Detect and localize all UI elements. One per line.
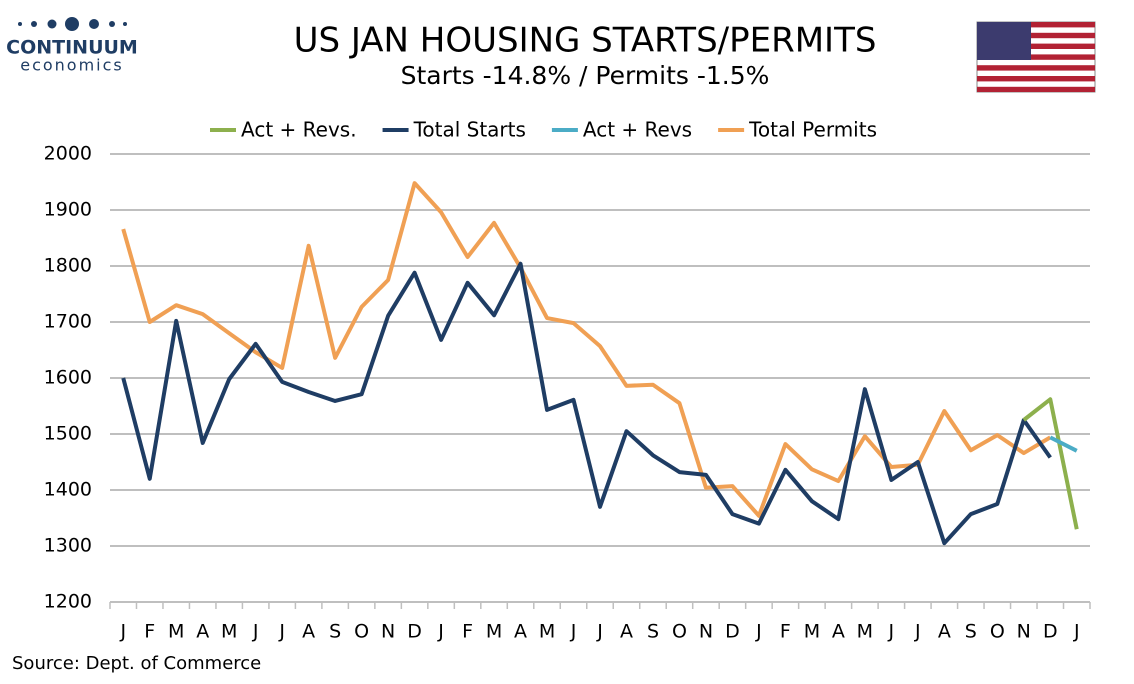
x-tick-label: A	[514, 621, 527, 643]
legend-label: Act + Revs	[583, 118, 692, 142]
x-tick-label: S	[965, 621, 977, 643]
legend-label: Total Starts	[413, 118, 526, 142]
x-tick-label: A	[938, 621, 951, 643]
x-tick-label: A	[302, 621, 315, 643]
series-line	[1049, 435, 1078, 453]
x-tick-label: M	[804, 621, 820, 643]
chart-subtitle: Starts -14.8% / Permits -1.5%	[401, 61, 770, 90]
source: Source: Dept. of Commerce	[12, 653, 261, 674]
x-tick-label: N	[699, 621, 713, 643]
x-tick-label: O	[354, 621, 369, 643]
x-tick-label: M	[168, 621, 184, 643]
y-tick-label: 2000	[44, 143, 92, 165]
x-tick-label: J	[596, 621, 603, 643]
x-tick-label: S	[647, 621, 659, 643]
logo-name: CONTINUUM	[6, 37, 138, 59]
x-tick-label: N	[381, 621, 395, 643]
y-tick-label: 1700	[44, 311, 92, 333]
y-tick-label: 1400	[44, 479, 92, 501]
legend-label: Act + Revs.	[241, 118, 357, 142]
x-tick-label: M	[539, 621, 555, 643]
y-tick-label: 1500	[44, 423, 92, 445]
x-tick-label: J	[914, 621, 921, 643]
x-tick-label: D	[1043, 621, 1058, 643]
chart-title: US JAN HOUSING STARTS/PERMITS	[294, 21, 877, 61]
series-line	[121, 261, 1052, 546]
x-tick-label: J	[278, 621, 285, 643]
x-tick-label: S	[329, 621, 341, 643]
x-tick-label: D	[725, 621, 740, 643]
x-tick-label: J	[252, 621, 259, 643]
flag	[976, 21, 1096, 93]
x-tick-label: M	[486, 621, 502, 643]
x-tick-label: J	[437, 621, 444, 643]
x-tick-label: F	[780, 621, 791, 643]
logo: CONTINUUM economics	[6, 17, 138, 75]
y-tick-label: 1200	[44, 591, 92, 613]
y-tick-label: 1900	[44, 199, 92, 221]
x-tick-label: J	[570, 621, 577, 643]
x-tick-label: J	[1073, 621, 1080, 643]
x-tick-label: F	[462, 621, 473, 643]
x-tick-label: A	[196, 621, 209, 643]
x-tick-label: O	[672, 621, 687, 643]
logo-tagline: economics	[20, 56, 124, 75]
x-tick-label: D	[407, 621, 422, 643]
x-tick-label: J	[119, 621, 126, 643]
x-tick-label: O	[990, 621, 1005, 643]
legend-label: Total Permits	[748, 118, 877, 142]
x-tick-label: M	[221, 621, 237, 643]
x-tick-label: M	[857, 621, 873, 643]
x-tick-label: N	[1017, 621, 1031, 643]
y-tick-label: 1800	[44, 255, 92, 277]
y-tick-label: 1600	[44, 367, 92, 389]
x-tick-label: J	[755, 621, 762, 643]
x-tick-label: A	[620, 621, 633, 643]
x-tick-label: A	[832, 621, 845, 643]
x-tick-label: J	[888, 621, 895, 643]
x-tick-label: F	[144, 621, 155, 643]
y-tick-label: 1300	[44, 535, 92, 557]
series-line	[1022, 397, 1079, 530]
series-line	[121, 181, 1052, 518]
